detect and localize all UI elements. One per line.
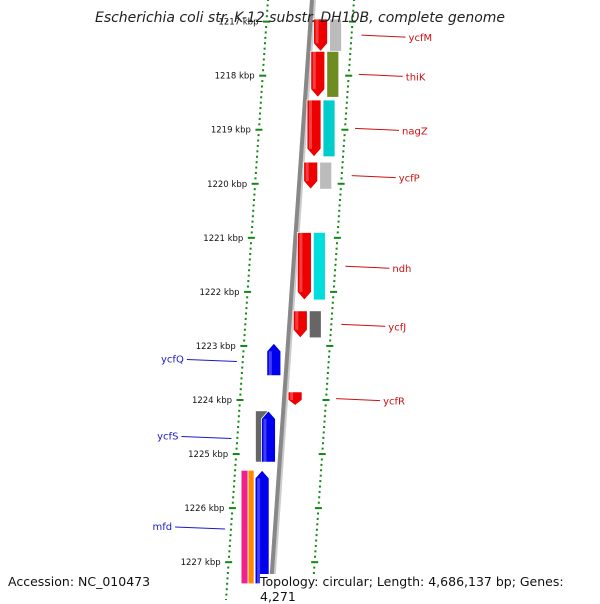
feature-track xyxy=(312,232,326,301)
gene-label-ycfP: ycfP xyxy=(399,174,420,185)
gene-connector xyxy=(361,34,406,38)
gene-ycfQ xyxy=(266,342,282,377)
gene-connector xyxy=(351,175,396,179)
gene-highlight xyxy=(299,232,303,292)
gene-ndh xyxy=(296,232,312,301)
feature-track xyxy=(326,50,340,98)
kbp-label: 1226 kbp xyxy=(184,504,224,514)
gene-connector xyxy=(175,526,226,530)
gene-highlight xyxy=(295,310,299,330)
gene-connector xyxy=(354,127,400,131)
feature-track xyxy=(319,161,333,190)
feature-track xyxy=(308,310,322,339)
gene-label-ycfM: ycfM xyxy=(409,33,433,44)
gene-ycfR xyxy=(287,391,303,406)
feature-track xyxy=(322,99,336,158)
kbp-label: 1222 kbp xyxy=(200,288,240,298)
kbp-label: 1220 kbp xyxy=(207,180,247,190)
kbp-label: 1225 kbp xyxy=(188,450,228,460)
gene-highlight xyxy=(315,18,319,44)
gene-highlight xyxy=(257,478,261,584)
gene-thiK xyxy=(310,50,326,98)
gene-connector xyxy=(345,265,390,269)
gene-ycfM xyxy=(313,18,328,52)
gene-label-ycfJ: ycfJ xyxy=(388,322,406,333)
gene-connector xyxy=(336,398,381,402)
gene-highlight xyxy=(305,162,309,182)
topology-text: Topology: circular; Length: 4,686,137 bp… xyxy=(260,574,600,604)
kbp-label: 1224 kbp xyxy=(192,396,232,406)
gene-ycfS xyxy=(261,410,276,463)
kbp-label: 1219 kbp xyxy=(211,126,251,136)
gene-label-mfd: mfd xyxy=(152,522,172,533)
gene-highlight xyxy=(263,418,267,463)
feature-track xyxy=(240,469,249,585)
feature-track xyxy=(247,469,255,585)
genome-title: Escherichia coli str. K-12 substr. DH10B… xyxy=(94,10,506,26)
backbone-line xyxy=(268,0,314,601)
gene-nagZ xyxy=(306,99,322,158)
gene-ycfP xyxy=(303,161,319,190)
gene-label-ycfS: ycfS xyxy=(157,431,178,442)
kbp-label: 1218 kbp xyxy=(215,72,255,82)
kbp-label: 1221 kbp xyxy=(203,234,243,244)
gene-highlight xyxy=(290,391,294,400)
gene-label-ndh: ndh xyxy=(392,264,411,275)
gene-label-ycfR: ycfR xyxy=(383,397,405,408)
kbp-label: 1223 kbp xyxy=(196,342,236,352)
gene-connector xyxy=(186,358,237,362)
gene-ycfJ xyxy=(292,310,308,339)
gene-highlight xyxy=(309,100,313,149)
gene-label-nagZ: nagZ xyxy=(402,126,428,137)
gene-highlight xyxy=(268,351,272,376)
gene-connector xyxy=(358,73,403,77)
gene-label-ycfQ: ycfQ xyxy=(161,354,184,365)
accession-text: Accession: NC_010473 xyxy=(8,574,151,589)
gene-connector xyxy=(181,435,232,439)
gene-connector xyxy=(341,323,386,327)
gene-label-thiK: thiK xyxy=(406,72,426,83)
kbp-label: 1227 kbp xyxy=(181,558,221,568)
kbp-label: 1217 kbp xyxy=(218,18,258,28)
gene-highlight xyxy=(312,51,316,90)
